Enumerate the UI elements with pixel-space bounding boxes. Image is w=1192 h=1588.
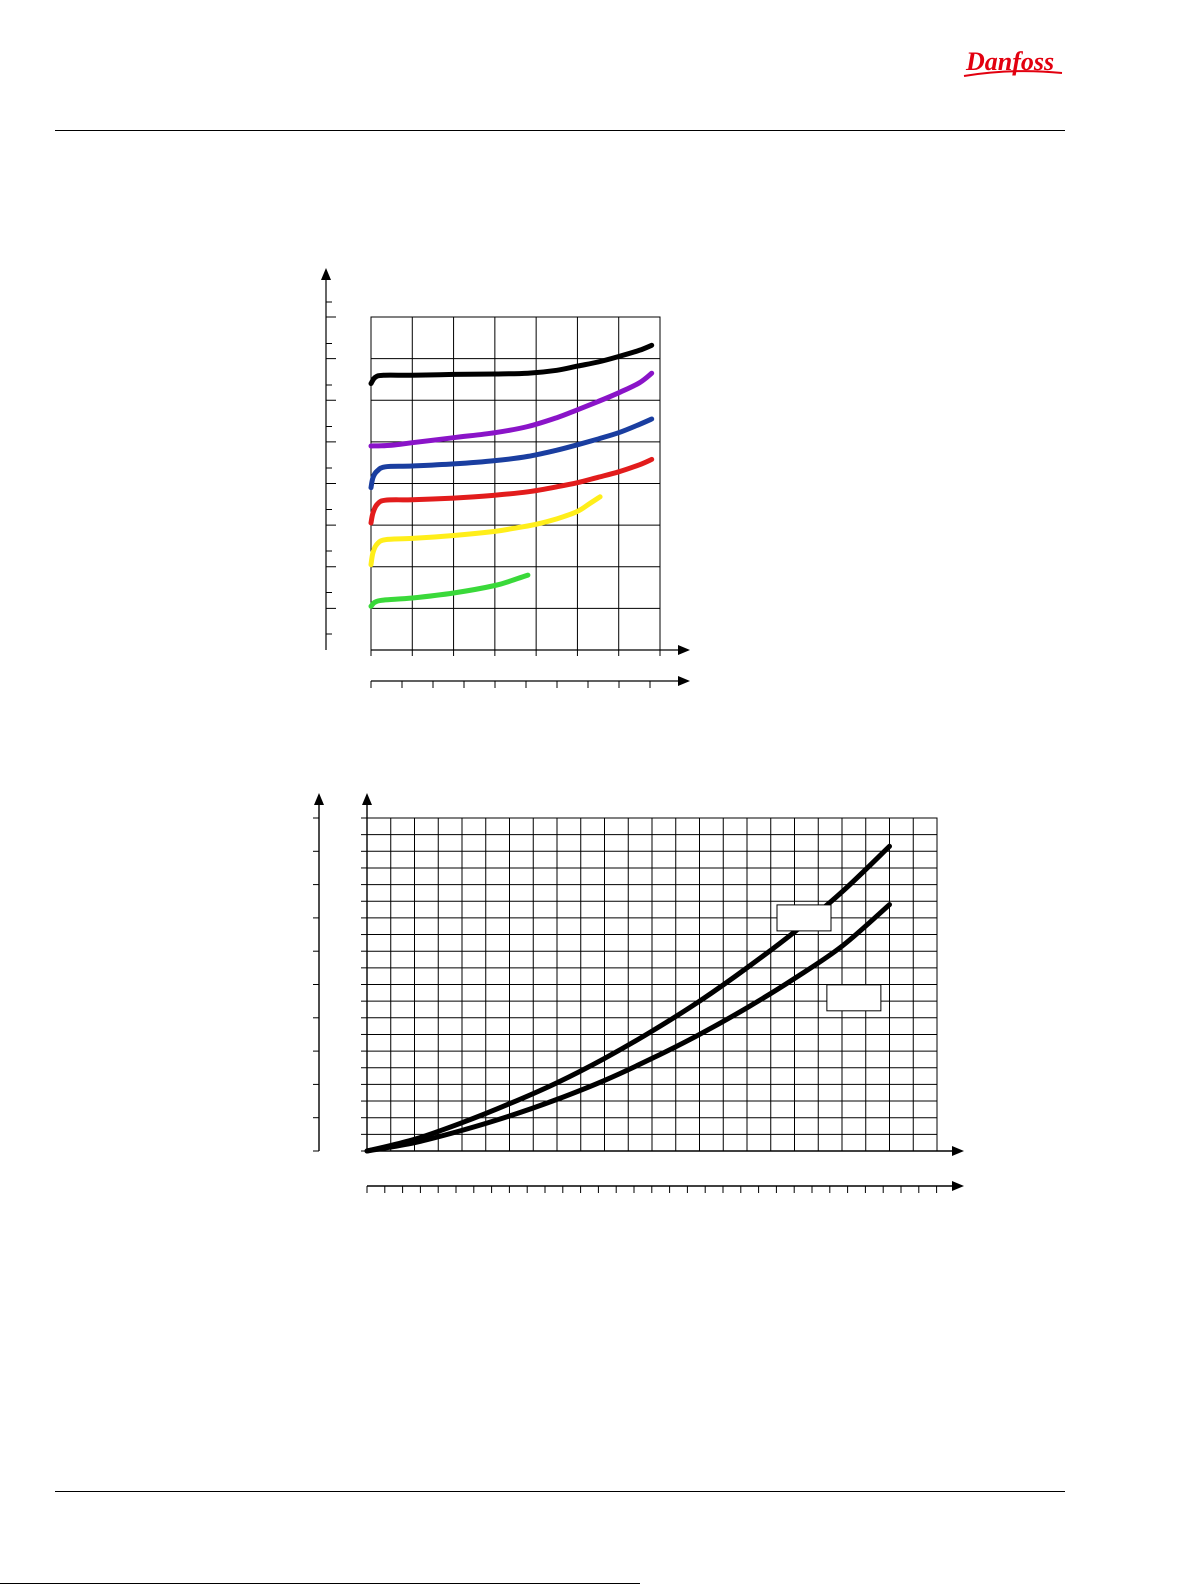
x-axis-arrow — [678, 645, 690, 655]
y-axis-arrow — [362, 793, 372, 805]
danfoss-logo: Danfoss — [963, 47, 1063, 77]
y-axis-arrow — [321, 268, 331, 280]
footer-rule — [55, 1491, 1065, 1492]
series-line-3 — [368, 416, 655, 491]
series-line-2 — [368, 370, 655, 449]
series-line-5 — [368, 494, 603, 568]
secondary-x-axis-arrow — [678, 676, 690, 686]
series-line-4 — [368, 456, 655, 526]
series-label-box-1 — [776, 904, 832, 932]
secondary-x-axis-arrow — [952, 1181, 964, 1191]
header-rule — [55, 130, 1065, 131]
secondary-y-axis-arrow — [314, 793, 324, 805]
series-label-box-2 — [826, 984, 882, 1012]
x-axis-arrow — [952, 1146, 964, 1156]
series-line-2 — [364, 902, 892, 1154]
chart-1 — [321, 268, 690, 688]
logo-swoosh — [963, 70, 1063, 77]
bottom-strip-rule — [0, 1583, 640, 1584]
chart-2 — [313, 793, 964, 1193]
series-line-1 — [368, 342, 655, 387]
series-line-6 — [368, 572, 531, 609]
